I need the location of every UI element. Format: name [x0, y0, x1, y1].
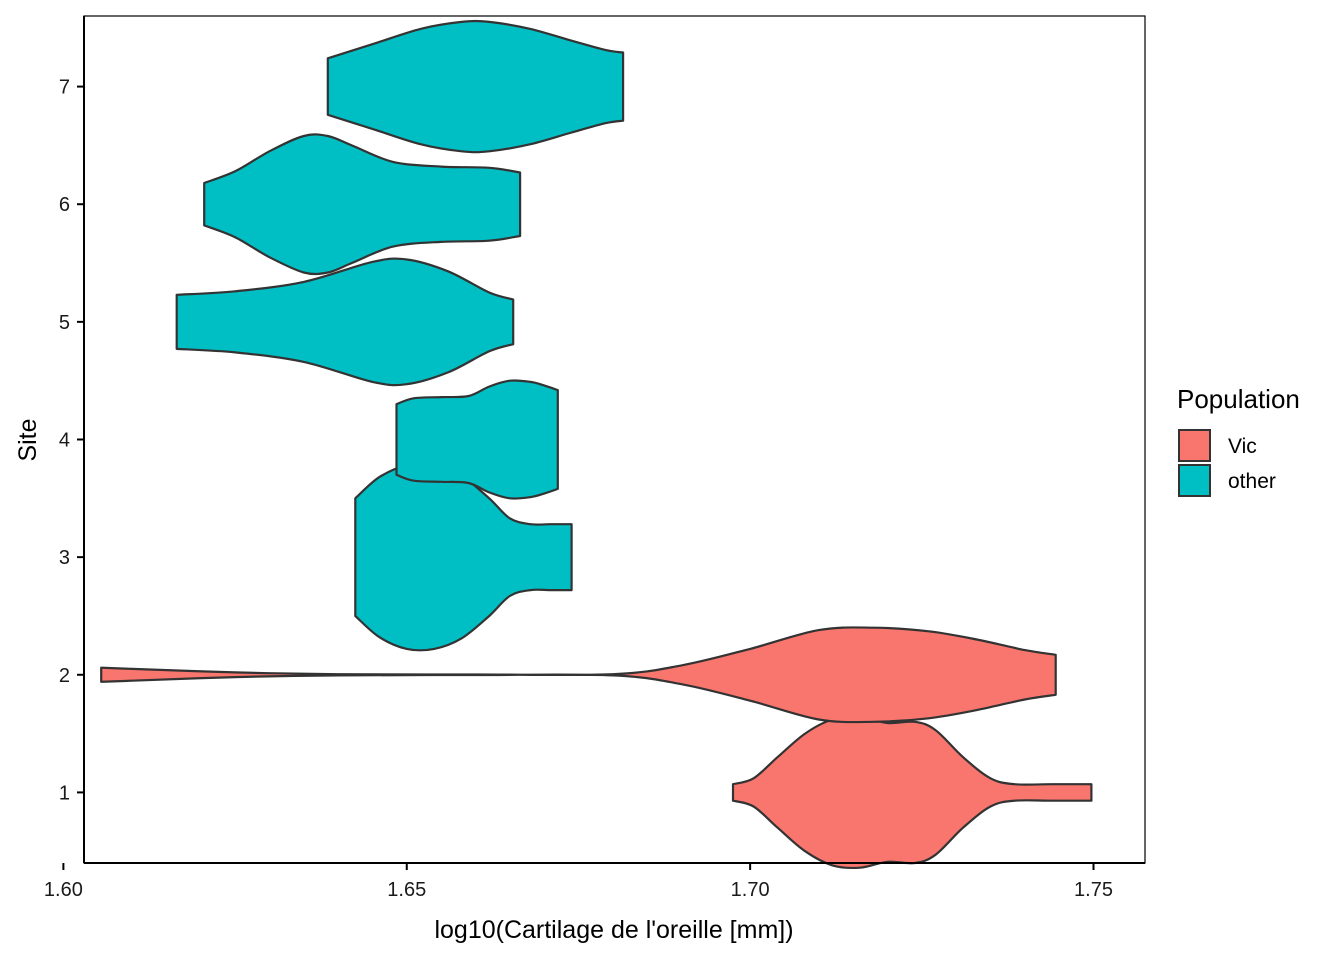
y-tick-label: 5: [59, 312, 70, 334]
y-axis: 1 2 3 4 5 6 7: [59, 16, 85, 863]
x-axis: 1.60 1.65 1.70 1.75: [44, 862, 1145, 901]
y-tick-label: 3: [59, 547, 70, 569]
x-tick-label: 1.70: [731, 879, 770, 901]
legend-key-other: [1178, 464, 1211, 497]
x-ticks: 1.60 1.65 1.70 1.75: [44, 863, 1113, 901]
x-tick-label: 1.75: [1074, 879, 1113, 901]
violin-site-7-other: [326, 19, 625, 154]
x-tick-label: 1.65: [387, 879, 426, 901]
y-tick-label: 7: [59, 77, 70, 99]
legend-label-vic: Vic: [1228, 435, 1257, 458]
y-tick-label: 4: [59, 430, 70, 452]
violin-site-5-other: [175, 257, 515, 387]
violin-site-1-vic: [731, 715, 1093, 870]
y-tick-label: 2: [59, 665, 70, 687]
violins-layer: [100, 19, 1093, 870]
violin-site-6-other: [203, 133, 522, 276]
y-tick-label: 6: [59, 194, 70, 216]
y-axis-title: Site: [14, 418, 42, 461]
x-tick-label: 1.60: [44, 879, 83, 901]
legend-key-vic: [1178, 429, 1211, 462]
legend-label-other: other: [1228, 470, 1276, 493]
violin-site-4-other: [395, 379, 559, 500]
violin-site-2-vic: [100, 626, 1057, 724]
plot-panel: [83, 15, 1146, 870]
legend-title: Population: [1177, 384, 1300, 414]
panel-border: [83, 15, 1146, 864]
x-axis-title: log10(Cartilage de l'oreille [mm]): [434, 916, 793, 944]
y-ticks: 1 2 3 4 5 6 7: [59, 77, 84, 804]
legend: Population Vic other: [1177, 384, 1300, 497]
y-tick-label: 1: [59, 782, 70, 804]
legend-entries: Vic other: [1178, 429, 1276, 497]
